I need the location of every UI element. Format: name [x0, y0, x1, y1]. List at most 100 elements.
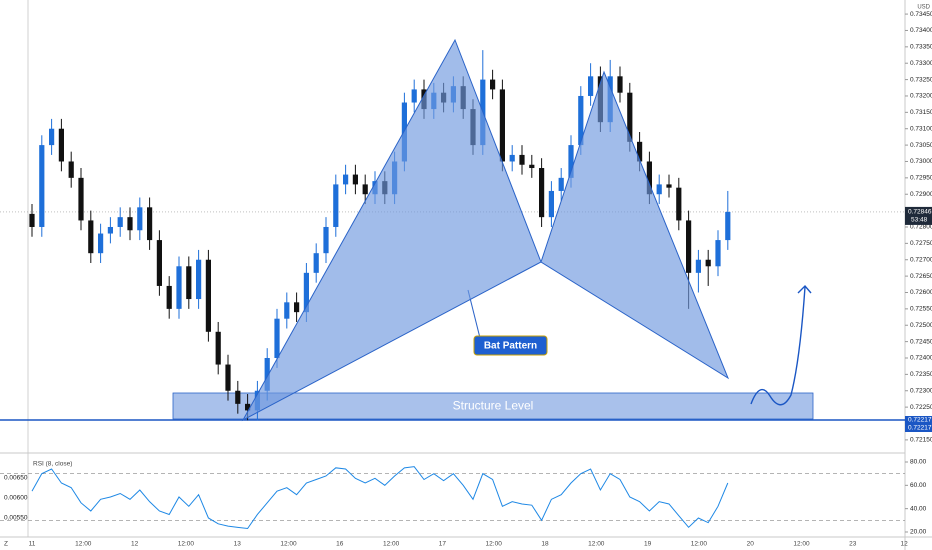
candle-body — [235, 390, 241, 404]
rsi-line — [31, 466, 729, 530]
candle-body — [88, 220, 94, 254]
x-tick-label: 12:00 — [588, 541, 605, 548]
candle-body — [646, 161, 652, 195]
y-tick-label: 0.73300 — [910, 60, 932, 67]
rsi-title: RSI (8, close) — [33, 461, 72, 468]
candle-body — [362, 184, 368, 195]
y-tick-label: 0.72300 — [910, 387, 932, 394]
y-tick-label: 0.73050 — [910, 142, 932, 149]
x-tick-label: 13 — [234, 541, 242, 548]
level-price-box — [905, 424, 932, 432]
candle-body — [78, 177, 84, 221]
candle-body — [588, 76, 594, 96]
y-tick-label: 0.73200 — [910, 93, 932, 100]
candle-body — [58, 128, 64, 162]
candle-body — [98, 233, 104, 254]
y-tick-label: 0.72950 — [910, 175, 932, 182]
candle-body — [303, 272, 309, 313]
candle-body — [637, 141, 643, 162]
candle-body — [156, 240, 162, 286]
x-tick-label: 12:00 — [383, 541, 400, 548]
y-tick-label: 0.72400 — [910, 355, 932, 362]
x-tick-label: 19 — [644, 541, 652, 548]
candle-body — [264, 357, 270, 391]
candle-body — [127, 217, 133, 231]
x-tick-label: 23 — [849, 541, 857, 548]
candle-body — [137, 207, 143, 231]
candle-body — [666, 184, 672, 188]
candle-body — [166, 285, 172, 309]
candle-body — [117, 217, 123, 227]
x-tick-label: 12:00 — [280, 541, 297, 548]
candle-body — [558, 177, 564, 191]
candle-body — [676, 187, 682, 221]
candle-body — [147, 207, 153, 241]
candle-body — [705, 259, 711, 267]
x-tick-label: 12:00 — [691, 541, 708, 548]
y-tick-label: 0.73400 — [910, 27, 932, 34]
structure-level-text: Structure Level — [453, 399, 534, 413]
x-tick-label: 12 — [131, 541, 139, 548]
rsi-tick-label: 20.00 — [910, 529, 927, 536]
pattern-leg-bcd — [540, 70, 730, 380]
candle-body — [274, 318, 280, 358]
candle-body — [695, 259, 701, 273]
candle-body — [548, 190, 554, 218]
candle-body — [68, 161, 74, 178]
candle-body — [578, 95, 584, 146]
candle-body — [411, 89, 417, 103]
pattern-leg-xab — [241, 38, 542, 422]
x-tick-label: 18 — [541, 541, 549, 548]
callout-text: Bat Pattern — [484, 341, 537, 352]
candle-body — [176, 266, 182, 309]
candle-body — [313, 253, 319, 273]
candle-body — [343, 174, 349, 185]
x-tick-label: 20 — [747, 541, 755, 548]
candle-body — [225, 364, 231, 391]
rsi-left-label: 0.00650 — [4, 475, 28, 482]
candle-body — [39, 145, 45, 227]
x-tick-label: 16 — [336, 541, 344, 548]
candle-body — [186, 266, 192, 300]
y-tick-label: 0.72500 — [910, 322, 932, 329]
candle-body — [490, 79, 496, 90]
candle-body — [617, 76, 623, 93]
candle-body — [215, 331, 221, 365]
y-tick-label: 0.72900 — [910, 191, 932, 198]
candle-body — [284, 302, 290, 319]
level-price-box — [905, 416, 932, 424]
y-tick-label: 0.72250 — [910, 404, 932, 411]
candle-body — [323, 226, 329, 254]
y-tick-label: 0.72600 — [910, 289, 932, 296]
y-tick-label: 0.72700 — [910, 256, 932, 263]
x-tick-label: 17 — [439, 541, 447, 548]
candle-body — [49, 128, 55, 146]
x-tick-label: 12:00 — [793, 541, 810, 548]
y-tick-label: 0.73100 — [910, 125, 932, 132]
candle-body — [627, 92, 633, 142]
structure-level-zone — [172, 392, 814, 420]
corner-label: Z — [4, 541, 8, 548]
candle-body — [509, 154, 515, 162]
y-tick-label: 0.72650 — [910, 273, 932, 280]
y-tick-label: 0.72550 — [910, 306, 932, 313]
level-price-label: 0.72217 — [908, 417, 932, 424]
rsi-tick-label: 60.00 — [910, 482, 927, 489]
bat-pattern — [241, 38, 730, 422]
y-tick-label: 0.73250 — [910, 76, 932, 83]
y-tick-label: 0.72350 — [910, 371, 932, 378]
candle-body — [245, 403, 251, 411]
rsi-left-label: 0.00550 — [4, 515, 28, 522]
candle-body — [715, 240, 721, 267]
candle-body — [539, 168, 545, 218]
x-tick-label: 11 — [29, 541, 36, 548]
arrow-head — [797, 284, 812, 294]
candle-body — [352, 174, 358, 185]
candle-body — [333, 184, 339, 227]
rsi-left-label: 0.00600 — [4, 495, 28, 502]
candle-body — [499, 89, 505, 162]
y-tick-label: 0.72800 — [910, 224, 932, 231]
y-tick-label: 0.73350 — [910, 44, 932, 51]
candle-body — [656, 184, 662, 195]
